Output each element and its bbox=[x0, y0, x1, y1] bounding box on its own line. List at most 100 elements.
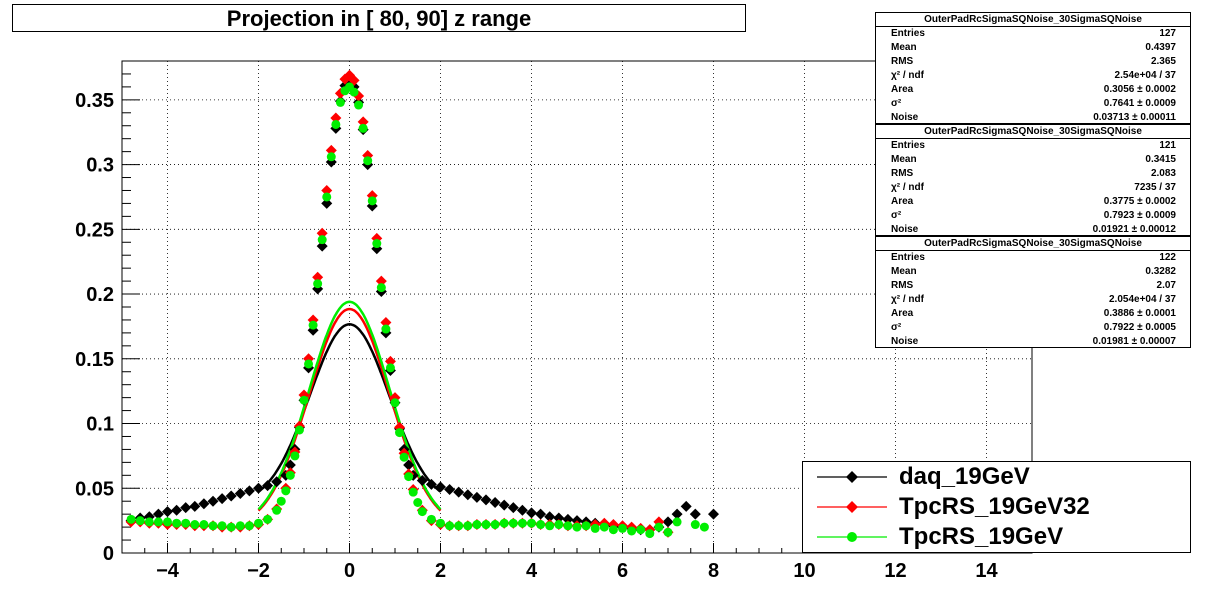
stats-row: Area 0.3056 ± 0.0002 bbox=[876, 83, 1190, 97]
data-point bbox=[599, 522, 609, 532]
data-point bbox=[262, 480, 274, 492]
data-point bbox=[480, 494, 492, 506]
stats-row: Area 0.3775 ± 0.0002 bbox=[876, 195, 1190, 209]
data-point bbox=[357, 116, 369, 128]
data-point bbox=[299, 395, 309, 405]
data-point bbox=[454, 521, 464, 531]
data-point bbox=[384, 355, 396, 367]
legend-marker-tpcrs32 bbox=[817, 501, 887, 513]
x-tick-label: 12 bbox=[884, 560, 906, 582]
stats-key: Area bbox=[891, 84, 914, 95]
data-point bbox=[285, 470, 295, 480]
legend-item-tpcrs32: TpcRS_19GeV32 bbox=[803, 492, 1192, 522]
stats-key: σ² bbox=[891, 210, 902, 221]
legend: daq_19GeV TpcRS_19GeV32 TpcRS_19GeV bbox=[802, 461, 1191, 553]
data-point bbox=[663, 527, 673, 537]
stats-value: 121 bbox=[1159, 140, 1176, 151]
data-point bbox=[436, 518, 445, 528]
data-point bbox=[399, 452, 409, 462]
stats-key: Noise bbox=[891, 112, 919, 123]
stats-row: Entries 122 bbox=[876, 251, 1190, 265]
data-point bbox=[290, 451, 300, 461]
data-point bbox=[244, 521, 254, 531]
y-tick-label: 0.1 bbox=[86, 414, 114, 436]
fit-curve bbox=[257, 300, 442, 511]
data-point bbox=[190, 520, 200, 530]
stats-row: σ² 0.7923 ± 0.0009 bbox=[876, 209, 1190, 223]
data-point bbox=[618, 523, 627, 533]
legend-label-daq: daq_19GeV bbox=[899, 463, 1030, 490]
data-point bbox=[272, 505, 282, 515]
data-point bbox=[654, 522, 664, 532]
data-point bbox=[321, 197, 333, 209]
stats-header: OuterPadRcSigmaSQNoise_30SigmaSQNoise bbox=[876, 237, 1190, 251]
fit-curve bbox=[257, 323, 442, 493]
stats-row: σ² 0.7922 ± 0.0005 bbox=[876, 321, 1190, 335]
data-point bbox=[471, 491, 483, 503]
stats-value: 0.4397 bbox=[1145, 42, 1176, 53]
x-tick-label: −2 bbox=[247, 560, 270, 582]
data-point bbox=[408, 487, 418, 497]
data-point bbox=[672, 517, 682, 527]
stats-box-tpcrs: OuterPadRcSigmaSQNoise_30SigmaSQNoise En… bbox=[875, 236, 1191, 348]
data-point bbox=[162, 506, 173, 518]
stats-row: Noise 0.03713 ± 0.00011 bbox=[876, 111, 1190, 125]
data-point bbox=[294, 425, 304, 435]
stats-value: 0.3415 bbox=[1145, 154, 1176, 165]
data-point bbox=[680, 500, 692, 512]
y-tick-label: 0.35 bbox=[75, 90, 114, 112]
data-point bbox=[699, 522, 709, 532]
data-point bbox=[425, 478, 437, 490]
stats-key: RMS bbox=[891, 56, 914, 67]
data-point bbox=[562, 513, 574, 525]
data-point bbox=[517, 518, 527, 528]
legend-marker-tpcrs bbox=[817, 532, 887, 542]
legend-item-tpcrs: TpcRS_19GeV bbox=[803, 522, 1192, 552]
data-point bbox=[426, 514, 436, 524]
data-point bbox=[199, 520, 209, 530]
data-point bbox=[481, 520, 491, 530]
stats-value: 2.54e+04 / 37 bbox=[1114, 70, 1176, 81]
data-point bbox=[445, 521, 455, 531]
data-point bbox=[535, 508, 547, 520]
stats-header: OuterPadRcSigmaSQNoise_30SigmaSQNoise bbox=[876, 13, 1190, 27]
data-point bbox=[363, 156, 373, 166]
x-tick-label: 14 bbox=[975, 560, 998, 582]
data-point bbox=[508, 518, 518, 528]
data-point bbox=[404, 472, 414, 482]
stats-value: 0.3056 ± 0.0002 bbox=[1103, 84, 1176, 95]
legend-label-tpcrs32: TpcRS_19GeV32 bbox=[899, 493, 1090, 520]
data-point bbox=[263, 514, 273, 524]
data-point bbox=[435, 481, 446, 493]
y-tick-label: 0.25 bbox=[75, 219, 114, 241]
stats-value: 0.3886 ± 0.0001 bbox=[1103, 308, 1176, 319]
stats-value: 0.3282 bbox=[1145, 266, 1176, 277]
data-point bbox=[413, 498, 423, 508]
stats-row: χ² / ndf 2.54e+04 / 37 bbox=[876, 69, 1190, 83]
data-point bbox=[325, 144, 337, 156]
data-point bbox=[553, 512, 565, 524]
data-point bbox=[489, 497, 501, 509]
data-point bbox=[163, 517, 172, 527]
stats-key: Entries bbox=[891, 28, 925, 39]
data-point bbox=[358, 123, 368, 133]
stats-key: Mean bbox=[891, 154, 917, 165]
data-point bbox=[463, 521, 473, 531]
data-point bbox=[181, 518, 191, 528]
data-point bbox=[271, 476, 283, 488]
stats-row: RMS 2.07 bbox=[876, 279, 1190, 293]
data-point bbox=[527, 518, 536, 528]
y-tick-label: 0 bbox=[103, 543, 114, 565]
data-point bbox=[330, 112, 342, 124]
stats-key: RMS bbox=[891, 168, 914, 179]
data-point bbox=[390, 398, 400, 408]
data-point bbox=[234, 487, 246, 499]
data-point bbox=[331, 119, 341, 129]
stats-row: χ² / ndf 2.054e+04 / 37 bbox=[876, 293, 1190, 307]
series-layer bbox=[125, 69, 719, 539]
data-point bbox=[171, 504, 183, 516]
x-tick-label: 10 bbox=[793, 560, 815, 582]
stats-key: Area bbox=[891, 196, 914, 207]
data-point bbox=[563, 521, 573, 531]
data-point bbox=[645, 529, 655, 539]
